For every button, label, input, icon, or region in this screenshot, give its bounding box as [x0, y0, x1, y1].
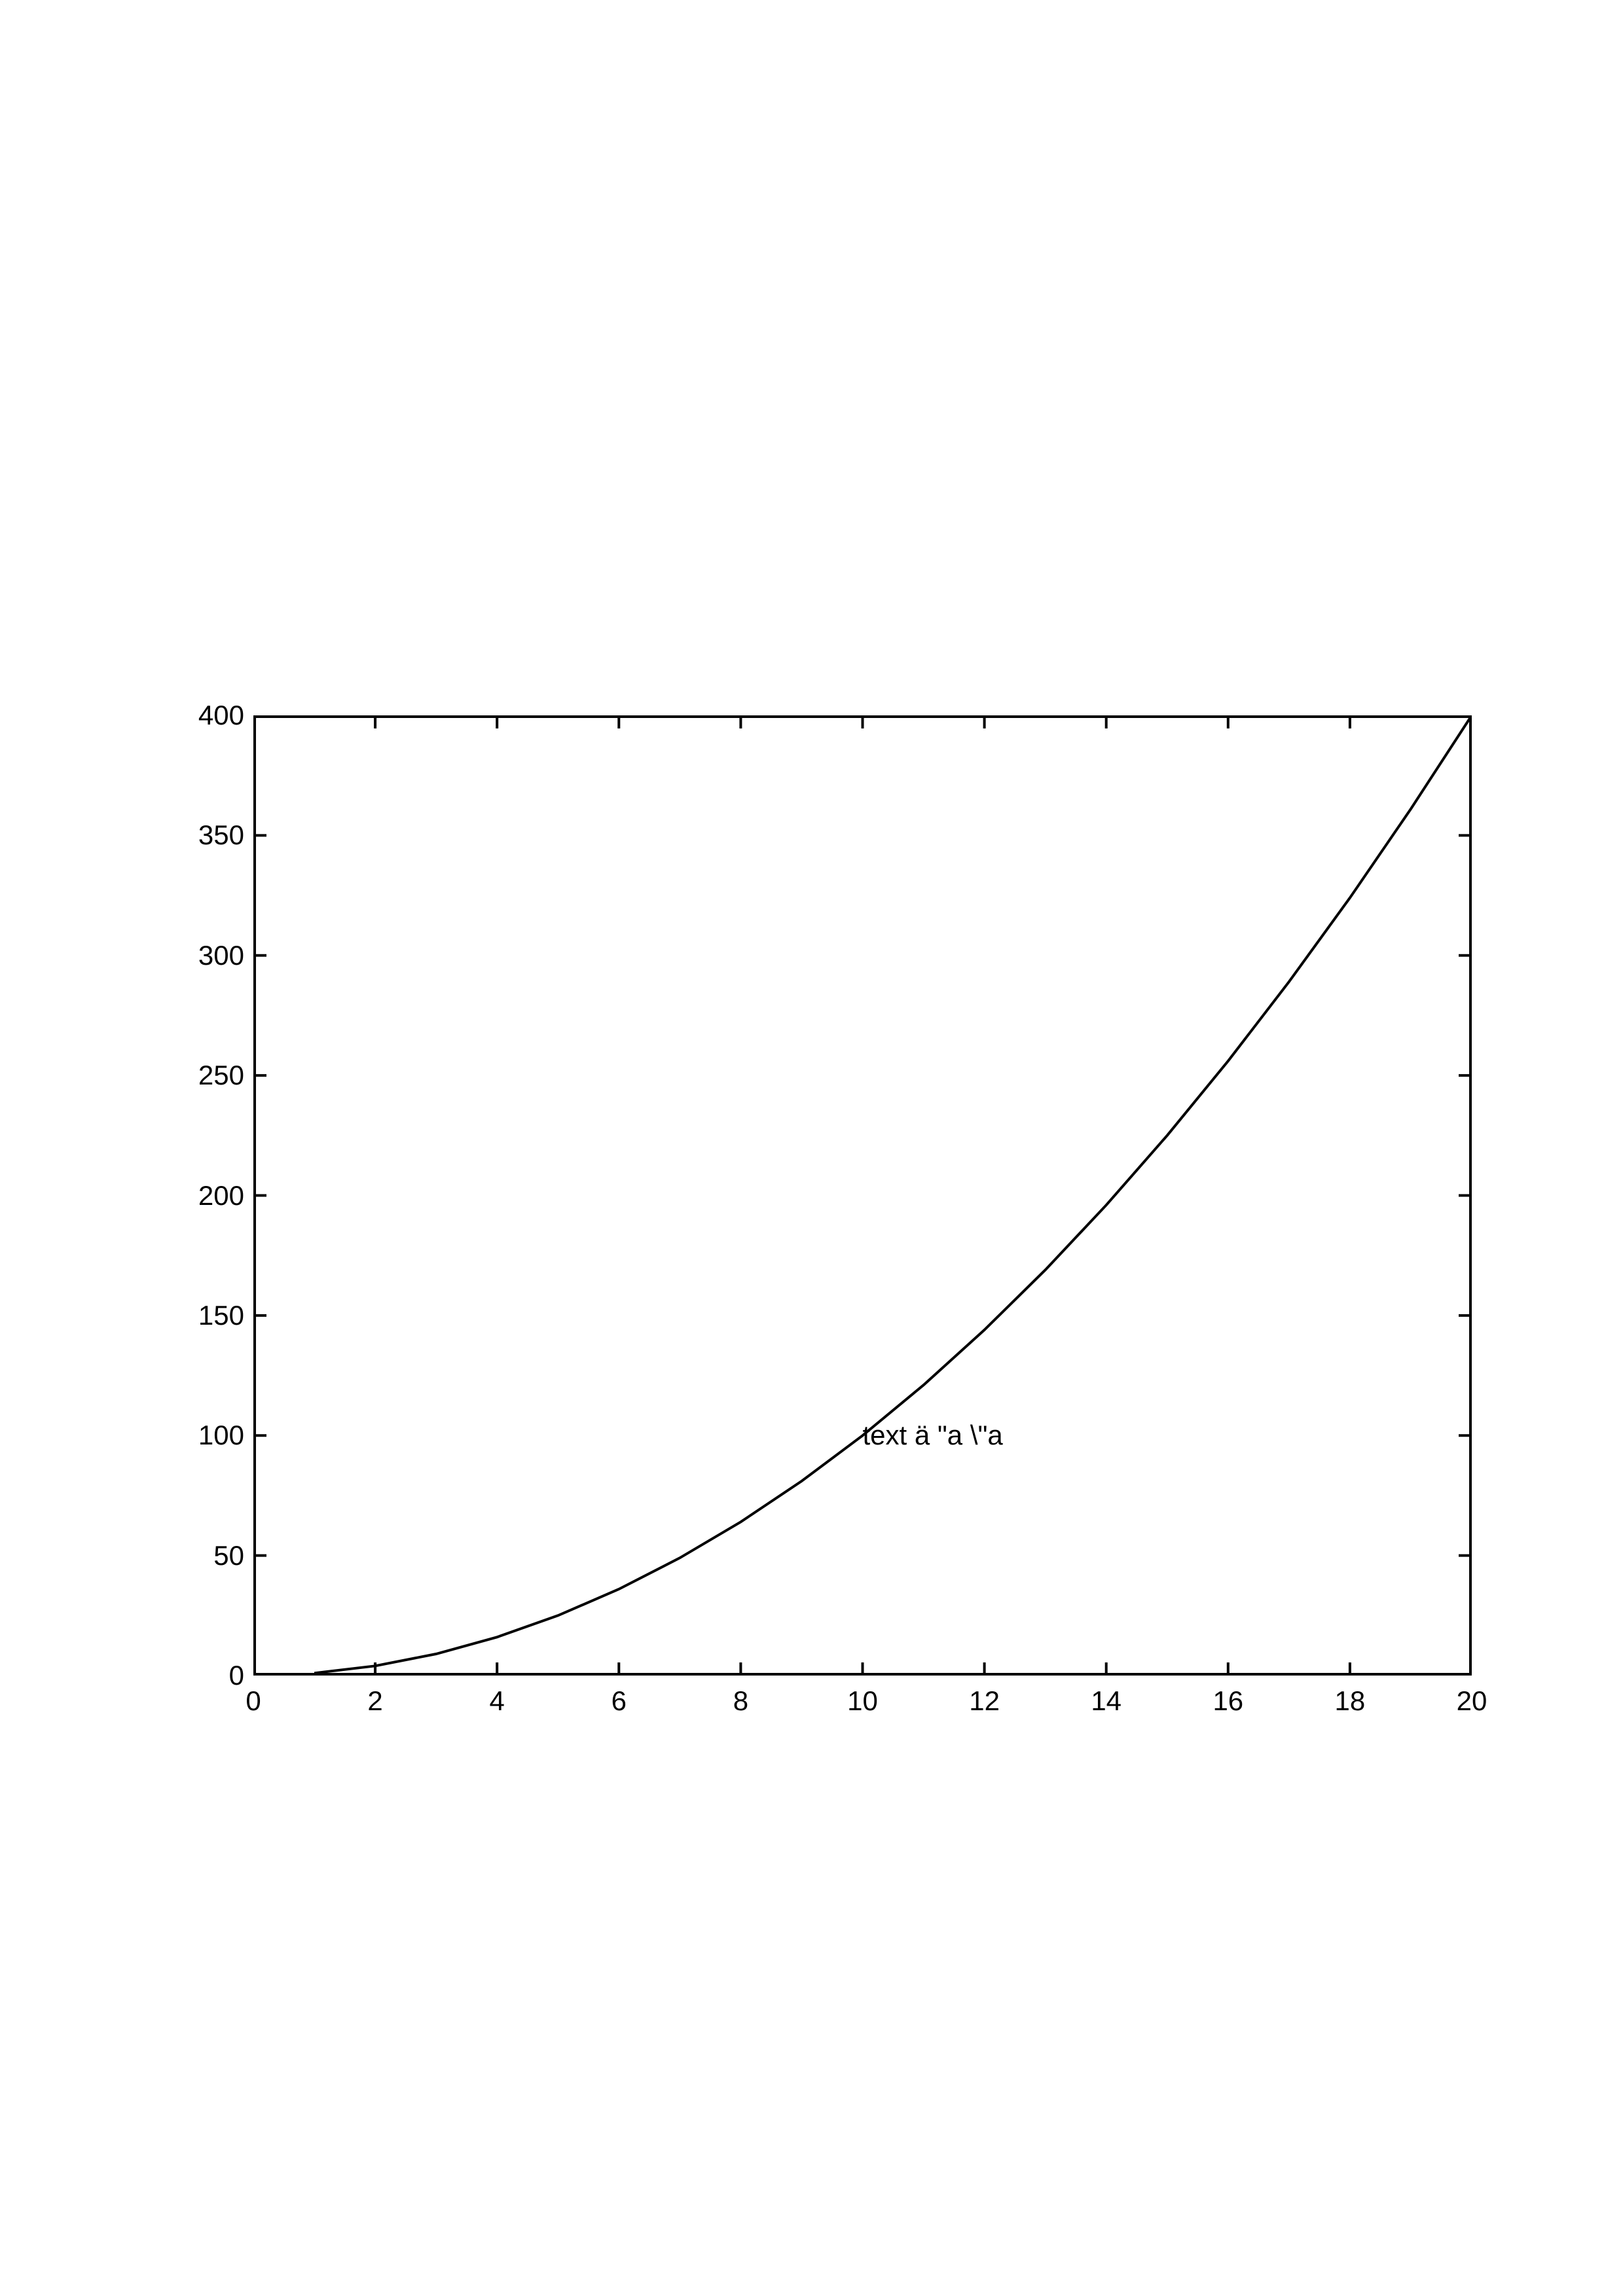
- y-tick-label: 400: [198, 700, 244, 730]
- x-tick-label: 4: [489, 1685, 505, 1716]
- x-tick-label: 18: [1334, 1685, 1366, 1716]
- x-tick-label: 2: [367, 1685, 383, 1716]
- x-tick-label: 16: [1213, 1685, 1244, 1716]
- plot-area: [253, 715, 1472, 1676]
- y-tick-label: 50: [213, 1539, 244, 1571]
- x-tick-label: 10: [847, 1685, 878, 1716]
- x-tick-label: 6: [611, 1685, 627, 1716]
- x-tick-label: 20: [1456, 1685, 1487, 1716]
- y-tick-label: 0: [228, 1660, 244, 1691]
- y-tick-label: 300: [198, 939, 244, 971]
- x-tick-label: 12: [969, 1685, 1000, 1716]
- y-tick-label: 100: [198, 1420, 244, 1451]
- y-tick-label: 200: [198, 1179, 244, 1211]
- x-tick-label: 14: [1091, 1685, 1122, 1716]
- y-tick-label: 350: [198, 819, 244, 851]
- annotation-text: text ä "a \"a: [862, 1420, 1003, 1451]
- axes-box: [253, 715, 1472, 1676]
- x-tick-label: 8: [733, 1685, 749, 1716]
- data-curve: [314, 715, 1472, 1675]
- y-tick-label: 150: [198, 1299, 244, 1331]
- axis-ticks: [253, 715, 1472, 1676]
- x-tick-label: 0: [246, 1685, 261, 1716]
- y-tick-label: 250: [198, 1060, 244, 1091]
